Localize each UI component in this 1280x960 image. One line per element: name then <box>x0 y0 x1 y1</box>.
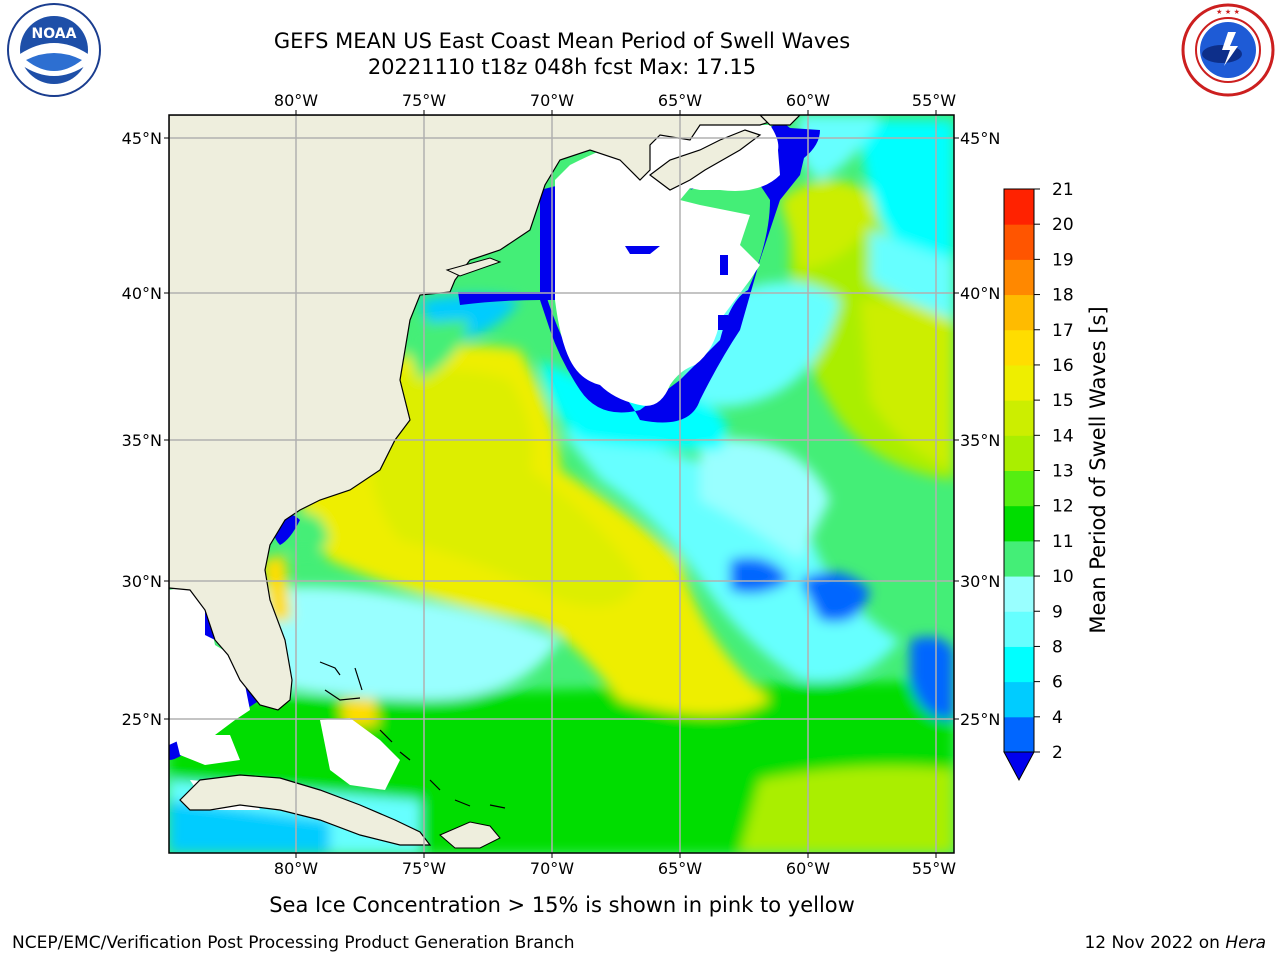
colorbar-segment <box>1004 224 1034 260</box>
lat-label-left-3: 30°N <box>122 572 162 591</box>
colorbar-tick-label: 13 <box>1052 462 1074 482</box>
map-frame <box>168 114 955 854</box>
colorbar-tick-label: 15 <box>1052 391 1074 411</box>
lat-label-right-0: 45°N <box>960 129 1000 148</box>
colorbar-tick-label: 17 <box>1052 321 1074 341</box>
footer-date: 12 Nov 2022 on Hera <box>1084 933 1266 953</box>
lon-label-bottom-1: 75°W <box>402 859 446 878</box>
colorbar-tick-label: 21 <box>1052 180 1074 200</box>
colorbar-segment <box>1004 294 1034 331</box>
colorbar-segment <box>1004 259 1034 296</box>
lat-label-left-0: 45°N <box>122 129 162 148</box>
map-plot-area <box>169 115 954 853</box>
lon-label-bottom-0: 80°W <box>274 859 318 878</box>
colorbar-segment <box>1004 646 1034 683</box>
lat-label-left-2: 35°N <box>122 431 162 450</box>
lon-label-top-3: 65°W <box>658 91 702 110</box>
colorbar-segment <box>1004 716 1034 753</box>
colorbar-segment <box>1004 576 1034 612</box>
colorbar: 2 4 6 8 9 10 11 12 13 14 15 16 17 18 19 20 21 <box>1003 180 1074 782</box>
colorbar-label: Mean Period of Swell Waves [s] <box>1086 306 1110 634</box>
no-data-region-gulf-of-maine <box>555 125 780 406</box>
colorbar-tick-label: 11 <box>1052 532 1074 552</box>
chart-subtitle: 20221110 t18z 048h fcst Max: 17.15 <box>367 55 757 79</box>
colorbar-tick-label: 2 <box>1052 743 1063 763</box>
colorbar-segment <box>1004 329 1034 366</box>
colorbar-tick-label: 16 <box>1052 356 1074 376</box>
colorbar-segment <box>1004 681 1034 718</box>
colorbar-tick-label: 8 <box>1052 637 1063 657</box>
colorbar-segment <box>1004 400 1034 436</box>
lon-label-bottom-4: 60°W <box>786 859 830 878</box>
colorbar-tick-label: 9 <box>1052 602 1063 622</box>
noaa-logo: NOAA <box>7 3 101 97</box>
lat-label-left-4: 25°N <box>122 710 162 729</box>
colorbar-tick-label: 19 <box>1052 250 1074 270</box>
colorbar-under-triangle <box>1003 751 1035 782</box>
colorbar-tick-label: 20 <box>1052 215 1074 235</box>
colorbar-segment <box>1004 470 1034 507</box>
lon-label-top-4: 60°W <box>786 91 830 110</box>
footer-date-text: 12 Nov 2022 on <box>1084 933 1220 953</box>
colorbar-segment <box>1004 505 1034 542</box>
colorbar-tick-label: 10 <box>1052 567 1074 587</box>
lat-label-right-3: 30°N <box>960 572 1000 591</box>
footer-host: Hera <box>1225 933 1266 953</box>
lon-label-bottom-3: 65°W <box>658 859 702 878</box>
map-ticks <box>164 110 959 858</box>
no-data-region-gulf <box>169 585 250 745</box>
lon-label-top-2: 70°W <box>530 91 574 110</box>
colorbar-tick-label: 12 <box>1052 497 1074 517</box>
lat-label-right-2: 35°N <box>960 431 1000 450</box>
lon-label-bottom-5: 55°W <box>912 859 956 878</box>
lon-label-bottom-2: 70°W <box>530 859 574 878</box>
lon-label-top-1: 75°W <box>402 91 446 110</box>
colorbar-segment <box>1004 611 1034 647</box>
nws-logo: ★ ★ ★ <box>1181 3 1275 97</box>
lon-label-top-5: 55°W <box>912 91 956 110</box>
chart-title: GEFS MEAN US East Coast Mean Period of S… <box>273 29 851 53</box>
colorbar-tick-label: 4 <box>1052 708 1063 728</box>
land-cuba <box>179 774 432 846</box>
colorbar-segment <box>1004 189 1034 225</box>
lat-label-right-1: 40°N <box>960 284 1000 303</box>
lon-label-top-0: 80°W <box>274 91 318 110</box>
footer-producer: NCEP/EMC/Verification Post Processing Pr… <box>12 933 575 953</box>
lat-label-left-1: 40°N <box>122 284 162 303</box>
colorbar-tick-label: 6 <box>1052 673 1063 693</box>
map-gridlines <box>169 115 954 853</box>
colorbar-tick-label: 14 <box>1052 426 1074 446</box>
lat-label-right-4: 25°N <box>960 710 1000 729</box>
colorbar-segment <box>1004 435 1034 471</box>
nws-ring-text: ★ ★ ★ <box>1216 8 1240 16</box>
no-data-region-bahamas <box>320 718 400 790</box>
colorbar-tick-label: 18 <box>1052 286 1074 306</box>
colorbar-segment <box>1004 364 1034 401</box>
colorbar-segment <box>1004 540 1034 577</box>
noaa-logo-text: NOAA <box>32 26 77 42</box>
sea-ice-caption: Sea Ice Concentration > 15% is shown in … <box>269 893 855 917</box>
land-north-america <box>169 115 791 711</box>
